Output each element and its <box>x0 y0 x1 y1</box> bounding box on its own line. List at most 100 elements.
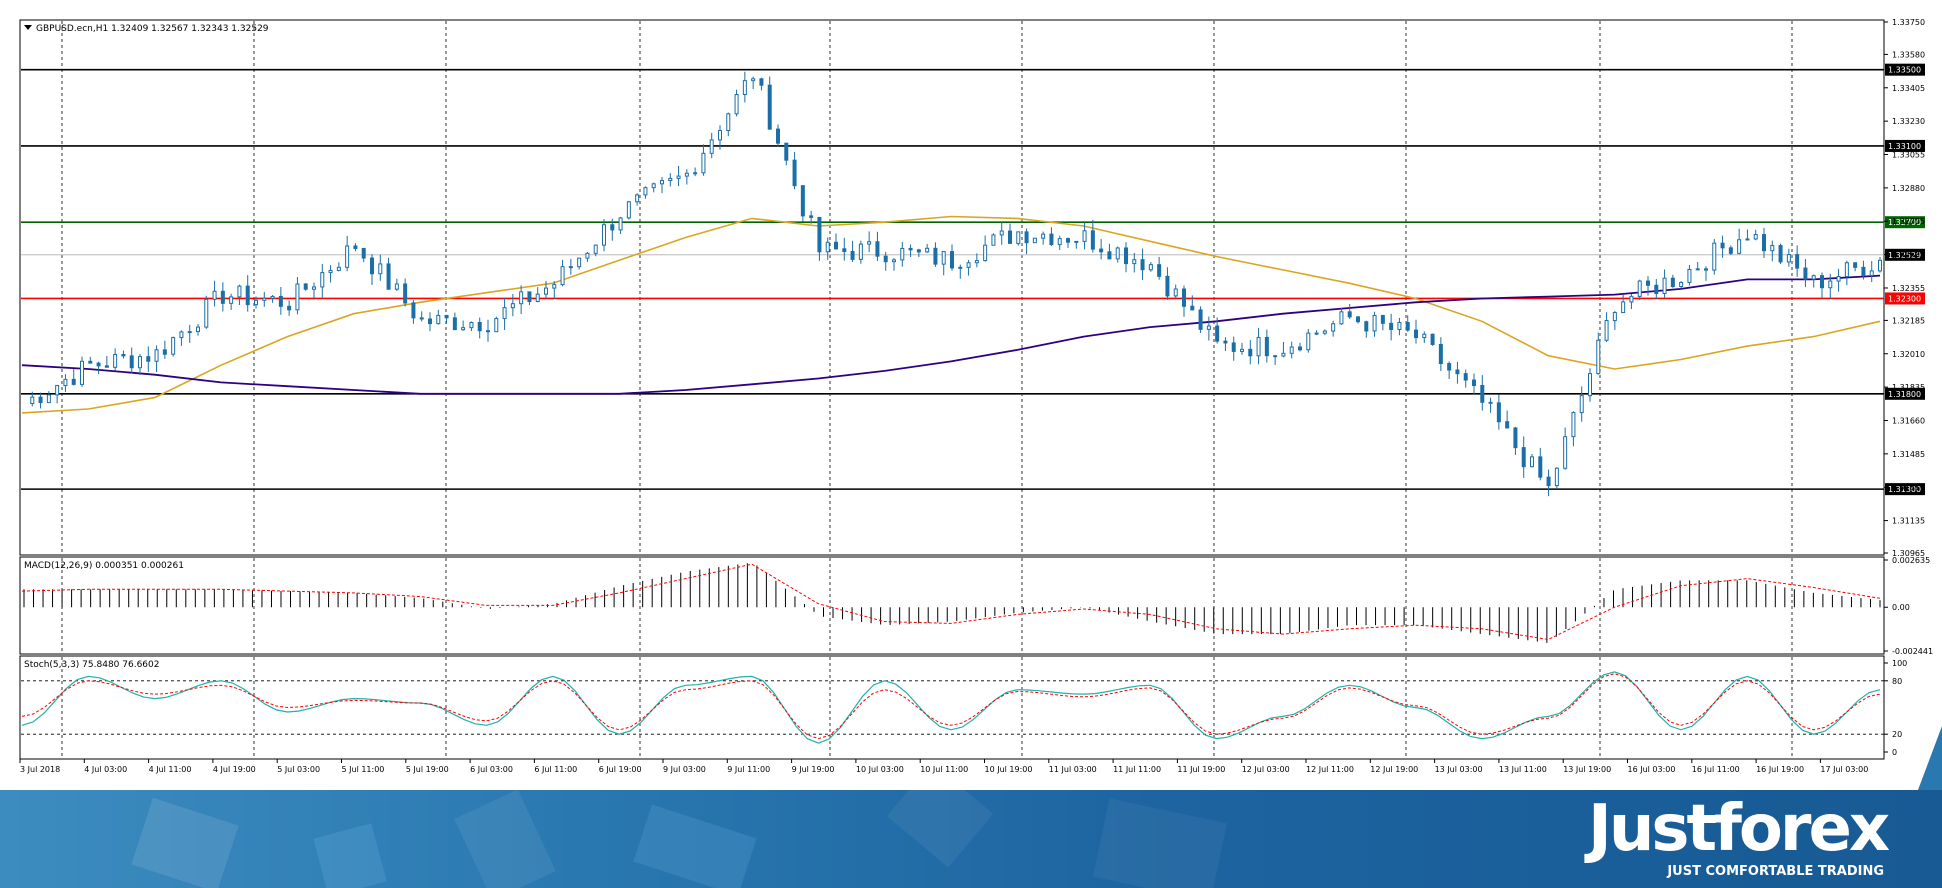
candle-bull <box>1206 325 1211 330</box>
candle-bull <box>535 293 540 303</box>
candle-bear <box>1728 247 1733 254</box>
candle-bull <box>1679 281 1684 288</box>
candle-bull <box>651 183 656 189</box>
stoch-panel: 100 80 20 0 Stoch(5,3,3) 75.8480 76.6602 <box>19 655 1907 760</box>
candle-bull <box>544 287 548 295</box>
candle-bull <box>436 314 441 325</box>
candle-bear <box>1861 266 1866 277</box>
candle-bear <box>1853 262 1858 268</box>
candle-bear <box>1654 284 1659 295</box>
stoch-d-line <box>21 673 1881 740</box>
ma-fast-line <box>21 215 1881 414</box>
candle-bear <box>1720 242 1725 249</box>
time-label: 12 Jul 19:00 <box>1370 765 1418 774</box>
candle-bull <box>560 266 565 286</box>
candle-bull <box>1753 234 1758 240</box>
candle-bull <box>1612 312 1617 322</box>
candle-bear <box>800 185 805 217</box>
candle-bull <box>626 201 631 219</box>
candle-bull <box>1322 330 1327 334</box>
candle-bear <box>1455 369 1460 375</box>
candle-bear <box>1157 264 1162 277</box>
candle-bull <box>999 230 1004 236</box>
candle-bear <box>1090 230 1095 250</box>
candle-bull <box>328 269 333 274</box>
symbol-header: GBPUSD.ecn,H1 1.32409 1.32567 1.32343 1.… <box>24 24 269 34</box>
candle-bull <box>1596 339 1601 375</box>
candle-bull <box>552 284 557 289</box>
candle-bear <box>1099 248 1104 253</box>
candle-bear <box>452 317 457 331</box>
level-price-label: 1.32700 <box>1888 218 1921 227</box>
candle-bull <box>1173 288 1178 297</box>
price-tick-label: 1.33750 <box>1892 18 1925 27</box>
candle-bear <box>386 263 391 290</box>
time-label: 12 Jul 11:00 <box>1306 765 1354 774</box>
candle-bull <box>1621 301 1626 314</box>
macd-panel-title: MACD(12,26,9) 0.000351 0.000261 <box>24 561 184 571</box>
candle-bull <box>1604 320 1609 341</box>
candle-bull <box>204 298 209 328</box>
candle-bull <box>1041 233 1046 239</box>
candle-bull <box>1844 262 1849 278</box>
time-label: 4 Jul 19:00 <box>213 765 256 774</box>
candle-bull <box>312 286 316 290</box>
candle-bull <box>46 394 51 404</box>
horizontal-levels: 1.33500 1.33100 1.32700 1.32300 1.31800 1.313… <box>21 63 1925 496</box>
macd-tick-label: 0.00 <box>1892 603 1910 612</box>
price-tick-label: 1.33405 <box>1892 84 1925 93</box>
collapse-triangle-icon[interactable] <box>24 25 32 30</box>
candle-bear <box>1231 342 1236 352</box>
time-label: 4 Jul 03:00 <box>84 765 127 774</box>
price-tick-label: 1.32705 <box>1892 217 1925 226</box>
candle-bear <box>1405 322 1410 331</box>
candle-bear <box>129 355 134 369</box>
candle-bull <box>270 295 275 299</box>
macd-panel: 0.002635 0.00 -0.002441 MACD(12,26,9) 0.00… <box>19 556 1933 656</box>
candle-bull <box>1240 348 1244 352</box>
macd-signal-line <box>21 563 1881 641</box>
candle-bull <box>983 244 988 262</box>
candle-bull <box>900 247 905 261</box>
candle-bull <box>179 331 184 339</box>
candle-bull <box>1372 315 1377 332</box>
stoch-panel-frame <box>19 655 1885 760</box>
time-label: 6 Jul 11:00 <box>534 765 577 774</box>
candle-bull <box>154 349 159 362</box>
candle-bear <box>1505 421 1510 429</box>
candle-bear <box>1215 325 1220 342</box>
candle-bear <box>834 241 838 250</box>
price-panel-title: GBPUSD.ecn,H1 1.32409 1.32567 1.32343 1.… <box>36 24 269 34</box>
time-label: 16 Jul 11:00 <box>1692 765 1740 774</box>
level-price-label: 1.31300 <box>1888 485 1921 494</box>
candle-bull <box>1563 436 1568 469</box>
candle-bull <box>1032 237 1037 244</box>
candle-bear <box>245 285 250 306</box>
candle-bear <box>792 159 797 187</box>
macd-tick-label: -0.002441 <box>1892 647 1933 656</box>
candle-bull <box>55 385 60 396</box>
candle-bull <box>80 360 84 385</box>
level-price-label: 1.33100 <box>1888 142 1921 151</box>
candle-bear <box>1223 340 1228 344</box>
time-label: 13 Jul 11:00 <box>1499 765 1547 774</box>
stoch-tick-label: 80 <box>1892 677 1902 686</box>
candle-bear <box>1538 456 1543 478</box>
ma-slow-line <box>21 274 1881 395</box>
candle-bull <box>660 180 664 185</box>
candle-bull <box>1637 280 1642 297</box>
candle-bull <box>196 326 200 333</box>
candle-bull <box>1057 238 1062 246</box>
candle-bear <box>759 78 764 86</box>
candle-bull <box>1687 268 1692 283</box>
candle-bull <box>502 307 507 320</box>
time-label: 12 Jul 03:00 <box>1242 765 1290 774</box>
candle-bear <box>767 84 772 130</box>
time-label: 9 Jul 19:00 <box>792 765 835 774</box>
candle-bear <box>842 248 847 253</box>
candle-bull <box>701 152 706 174</box>
candle-bear <box>1049 233 1054 246</box>
time-label: 17 Jul 03:00 <box>1820 765 1868 774</box>
candle-bull <box>30 396 35 405</box>
candle-bear <box>486 330 490 333</box>
